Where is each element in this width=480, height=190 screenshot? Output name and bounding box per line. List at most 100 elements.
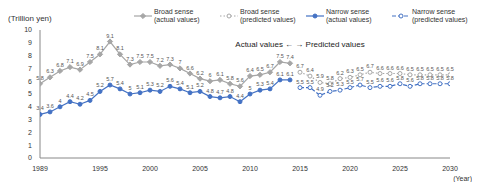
svg-text:5.4: 5.4	[266, 80, 274, 86]
svg-text:7.3: 7.3	[166, 56, 174, 62]
svg-text:1989: 1989	[32, 165, 48, 172]
svg-text:6.1: 6.1	[216, 71, 224, 77]
svg-text:3.4: 3.4	[36, 105, 44, 111]
svg-text:6.5: 6.5	[406, 66, 414, 72]
svg-text:5.1: 5.1	[136, 84, 144, 90]
svg-text:7.5: 7.5	[276, 53, 284, 59]
svg-text:5.3: 5.3	[146, 81, 154, 87]
svg-text:5.1: 5.1	[186, 84, 194, 90]
svg-text:6.4: 6.4	[306, 67, 314, 73]
svg-text:5.5: 5.5	[296, 79, 304, 85]
svg-text:9: 9	[28, 39, 32, 46]
svg-text:2000: 2000	[142, 165, 158, 172]
svg-text:6.1: 6.1	[276, 71, 284, 77]
svg-text:5.2: 5.2	[156, 82, 164, 88]
svg-text:2020: 2020	[342, 165, 358, 172]
svg-text:7.4: 7.4	[286, 54, 294, 60]
svg-text:6.3: 6.3	[346, 68, 354, 74]
svg-text:6.4: 6.4	[246, 67, 254, 73]
svg-text:6.2: 6.2	[336, 70, 344, 76]
svg-text:3.6: 3.6	[46, 103, 54, 109]
svg-text:5.9: 5.9	[316, 73, 324, 79]
svg-text:5.5: 5.5	[346, 79, 354, 85]
svg-text:5.2: 5.2	[96, 82, 104, 88]
svg-text:2005: 2005	[192, 165, 208, 172]
svg-text:5.8: 5.8	[426, 75, 434, 81]
svg-text:5.4: 5.4	[176, 80, 184, 86]
svg-text:4.7: 4.7	[216, 89, 224, 95]
svg-text:8: 8	[28, 52, 32, 59]
svg-text:6.6: 6.6	[386, 65, 394, 71]
svg-text:5: 5	[248, 85, 251, 91]
svg-text:10: 10	[24, 26, 32, 33]
svg-text:6: 6	[208, 72, 211, 78]
svg-text:5.8: 5.8	[36, 75, 44, 81]
svg-text:3: 3	[28, 116, 32, 123]
svg-text:6: 6	[28, 78, 32, 85]
svg-text:4.8: 4.8	[206, 88, 214, 94]
svg-text:5.6: 5.6	[166, 77, 174, 83]
svg-text:7.2: 7.2	[156, 57, 164, 63]
svg-text:5.7: 5.7	[106, 76, 114, 82]
svg-text:8.1: 8.1	[96, 45, 104, 51]
svg-text:5.8: 5.8	[436, 75, 444, 81]
svg-text:7: 7	[28, 65, 32, 72]
svg-text:6.9: 6.9	[76, 61, 84, 67]
svg-text:6.5: 6.5	[356, 66, 364, 72]
svg-text:5.2: 5.2	[196, 82, 204, 88]
svg-text:6.5: 6.5	[256, 66, 264, 72]
svg-text:2010: 2010	[242, 165, 258, 172]
svg-text:8.1: 8.1	[116, 45, 124, 51]
svg-text:7.5: 7.5	[86, 53, 94, 59]
svg-text:5.5: 5.5	[366, 79, 374, 85]
svg-text:2025: 2025	[392, 165, 408, 172]
svg-text:4.4: 4.4	[236, 93, 244, 99]
svg-text:4.4: 4.4	[66, 93, 74, 99]
svg-text:4.8: 4.8	[226, 88, 234, 94]
svg-text:2030: 2030	[442, 165, 458, 172]
svg-text:7.5: 7.5	[136, 53, 144, 59]
svg-text:6.5: 6.5	[436, 66, 444, 72]
svg-text:5.5: 5.5	[306, 79, 314, 85]
svg-text:5.3: 5.3	[336, 81, 344, 87]
svg-text:5: 5	[28, 90, 32, 97]
svg-text:5.6: 5.6	[236, 77, 244, 83]
svg-text:9.1: 9.1	[106, 33, 114, 39]
svg-text:5.3: 5.3	[256, 81, 264, 87]
svg-text:5.6: 5.6	[406, 77, 414, 83]
svg-text:4.2: 4.2	[76, 95, 84, 101]
svg-text:6.6: 6.6	[396, 65, 404, 71]
svg-text:4: 4	[58, 98, 61, 104]
svg-text:4.5: 4.5	[86, 91, 94, 97]
svg-text:6.7: 6.7	[266, 63, 274, 69]
svg-text:6.2: 6.2	[196, 70, 204, 76]
svg-text:1995: 1995	[92, 165, 108, 172]
svg-text:0: 0	[28, 154, 32, 161]
svg-text:6.6: 6.6	[186, 65, 194, 71]
svg-text:7: 7	[178, 59, 181, 65]
svg-text:7.5: 7.5	[146, 53, 154, 59]
svg-text:7.1: 7.1	[66, 58, 74, 64]
svg-text:5.8: 5.8	[416, 75, 424, 81]
svg-text:5.8: 5.8	[446, 75, 454, 81]
svg-text:5.8: 5.8	[396, 75, 404, 81]
svg-text:1: 1	[28, 142, 32, 149]
svg-text:5: 5	[128, 85, 131, 91]
svg-text:5.6: 5.6	[376, 77, 384, 83]
svg-text:6.6: 6.6	[376, 65, 384, 71]
svg-text:5.8: 5.8	[326, 75, 334, 81]
svg-text:6.5: 6.5	[446, 66, 454, 72]
svg-text:6.5: 6.5	[426, 66, 434, 72]
svg-text:5.6: 5.6	[386, 77, 394, 83]
svg-text:6.5: 6.5	[416, 66, 424, 72]
svg-text:6.3: 6.3	[46, 68, 54, 74]
svg-text:2015: 2015	[292, 165, 308, 172]
svg-text:7.3: 7.3	[126, 56, 134, 62]
svg-text:6.7: 6.7	[296, 63, 304, 69]
svg-text:5.7: 5.7	[356, 76, 364, 82]
svg-text:6.7: 6.7	[366, 63, 374, 69]
svg-text:6.8: 6.8	[56, 62, 64, 68]
svg-text:2: 2	[28, 129, 32, 136]
svg-text:5.4: 5.4	[116, 80, 124, 86]
svg-text:6.1: 6.1	[286, 71, 294, 77]
